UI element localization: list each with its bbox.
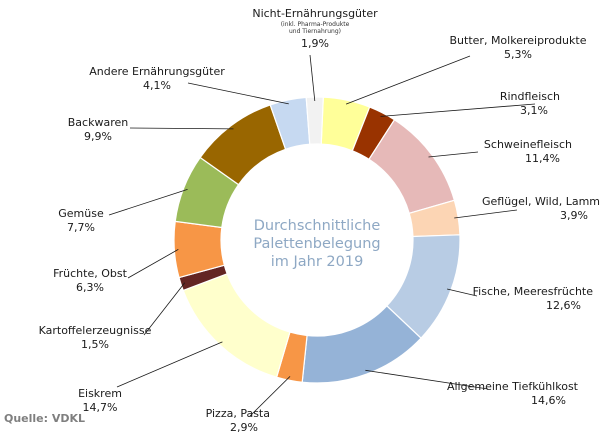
slice-value-11: 7,7% — [67, 221, 95, 234]
leader-line-7 — [249, 376, 291, 417]
slice-value-7: 2,9% — [230, 421, 258, 434]
leader-line-10 — [127, 249, 179, 279]
source-note: Quelle: VDKL — [4, 412, 85, 425]
slice-value-1: 5,3% — [504, 48, 532, 61]
center-title-line-3: im Jahr 2019 — [271, 254, 364, 270]
slice-value-9: 1,5% — [81, 338, 109, 351]
slice-sublabel-14-2: und Tiernahrung) — [289, 28, 341, 35]
slice-label-10: Früchte, Obst — [53, 267, 127, 280]
slice-value-13: 4,1% — [143, 79, 171, 92]
slice-value-5: 12,6% — [546, 299, 581, 312]
slice-label-1: Butter, Molkereiprodukte — [450, 34, 587, 47]
slice-14 — [305, 96, 324, 145]
slice-label-7: Pizza, Pasta — [206, 407, 270, 420]
slice-label-2: Rindfleisch — [500, 90, 560, 103]
slice-value-12: 9,9% — [84, 130, 112, 143]
slice-label-4: Geflügel, Wild, Lamm — [482, 195, 600, 208]
leader-line-2 — [380, 103, 536, 117]
leader-line-8 — [116, 341, 223, 388]
slice-label-8: Eiskrem — [78, 387, 122, 400]
slice-label-12: Backwaren — [68, 116, 128, 129]
leader-line-3 — [428, 151, 479, 158]
slice-label-5: Fische, Meeresfrüchte — [473, 285, 594, 298]
leader-line-6 — [365, 369, 489, 390]
slice-label-6: Allgemeine Tiefkühlkost — [447, 380, 579, 393]
slice-value-14: 1,9% — [301, 37, 329, 50]
slice-label-14: Nicht-Ernährungsgüter — [252, 7, 378, 20]
slice-value-4: 3,9% — [560, 209, 588, 222]
leader-line-5 — [446, 288, 478, 297]
leader-line-14 — [309, 54, 316, 102]
slice-label-9: Kartoffelerzeugnisse — [39, 324, 152, 337]
slice-value-2: 3,1% — [520, 104, 548, 117]
slice-labels: Butter, Molkereiprodukte5,3%Rindfleisch3… — [39, 7, 600, 434]
slice-label-3: Schweinefleisch — [484, 138, 572, 151]
leader-line-9 — [143, 282, 186, 336]
slice-sublabel-14-1: (inkl. Pharma-Produkte — [281, 21, 350, 28]
slice-label-11: Gemüse — [58, 207, 104, 220]
center-title-line-1: Durchschnittliche — [254, 218, 381, 234]
slice-value-6: 14,6% — [531, 394, 566, 407]
slice-value-8: 14,7% — [83, 401, 118, 414]
leader-line-13 — [187, 82, 289, 105]
leader-line-1 — [345, 55, 471, 105]
leader-line-12 — [129, 127, 234, 130]
slice-label-13: Andere Ernährungsgüter — [89, 65, 225, 78]
leader-line-11 — [108, 189, 188, 216]
leader-line-4 — [454, 209, 518, 219]
donut-slices — [173, 96, 461, 384]
slice-value-3: 11,4% — [525, 152, 560, 165]
leader-lines — [108, 54, 536, 417]
slice-8 — [182, 273, 291, 378]
center-title-line-2: Palettenbelegung — [253, 236, 380, 252]
slice-value-10: 6,3% — [76, 281, 104, 294]
